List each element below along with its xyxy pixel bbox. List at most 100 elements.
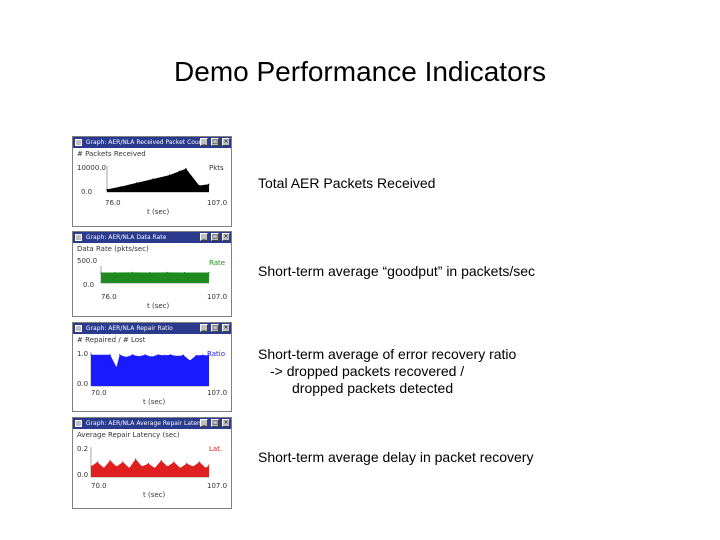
window-titlebar[interactable]: Graph: AER/NLA Received Packet Count _ □… [73,137,231,148]
y-min-label: 0.0 [77,380,89,388]
window-titlebar[interactable]: Graph: AER/NLA Data Rate _ □ × [73,232,231,243]
data-point [136,182,138,184]
data-point [186,462,188,465]
data-point [208,354,210,356]
graph-body: # Packets Received 10000.0 0.0 Pkts 76.0… [73,148,231,226]
maximize-icon[interactable]: □ [211,233,220,241]
y-max-label: 0.2 [77,445,89,453]
window-menu-icon[interactable] [75,420,82,427]
data-point [208,183,210,185]
data-point [138,355,140,357]
data-point [135,458,137,460]
data-point [106,188,108,190]
data-point [141,465,143,468]
data-point [178,170,180,172]
window-titlebar[interactable]: Graph: AER/NLA Repair Ratio _ □ × [73,323,231,334]
data-point [184,271,186,274]
description-repair-delay: Short-term average delay in packet recov… [258,449,533,466]
data-point [163,354,165,356]
close-icon[interactable]: × [222,138,230,146]
window-title: Graph: AER/NLA Received Packet Count [85,139,205,146]
x-min-label: 76.0 [105,199,121,207]
x-max-label: 107.0 [207,293,228,301]
data-point [131,271,133,273]
data-point [119,354,121,356]
series-label: Ratio [207,350,225,358]
data-point [122,461,124,463]
series-area-Rate [101,272,209,283]
data-point [90,354,92,356]
graph-window-repair-ratio[interactable]: Graph: AER/NLA Repair Ratio _ □ × # Repa… [72,322,232,412]
window-titlebar[interactable]: Graph: AER/NLA Average Repair Latency _ … [73,418,231,429]
graph-window-repair-latency[interactable]: Graph: AER/NLA Average Repair Latency _ … [72,417,232,509]
data-point [198,184,200,187]
data-point [151,356,153,358]
y-axis-title: Data Rate (pkts/sec) [77,245,149,253]
description-line: dropped packets detected [292,380,454,396]
x-max-label: 107.0 [207,482,228,490]
series-label: Rate [209,259,226,267]
plot-area [90,447,210,478]
data-point [115,465,118,468]
window-title: Graph: AER/NLA Average Repair Latency [85,420,208,427]
close-icon[interactable]: × [222,324,230,332]
y-max-label: 1.0 [77,350,89,358]
maximize-icon[interactable]: □ [211,324,220,332]
window-menu-icon[interactable] [75,234,82,241]
y-max-label: 500.0 [77,257,98,265]
x-min-label: 76.0 [101,293,117,301]
data-point [152,178,154,180]
data-point [149,271,151,274]
graph-window-data-rate[interactable]: Graph: AER/NLA Data Rate _ □ × Data Rate… [72,231,232,317]
plot-area [106,166,210,193]
x-min-label: 70.0 [91,482,107,490]
plot-area [100,266,210,284]
y-axis-title: # Repaired / # Lost [77,336,146,344]
data-point [182,354,185,356]
y-min-label: 0.0 [81,188,93,196]
maximize-icon[interactable]: □ [211,138,220,146]
maximize-icon[interactable]: □ [211,419,220,427]
description-line: Short-term average “goodput” in packets/… [258,263,536,279]
data-point [157,354,159,356]
graph-body: # Repaired / # Lost 1.0 0.0 Ratio 70.0 1… [73,334,231,411]
minimize-icon[interactable]: _ [200,233,209,241]
description-line: Total AER Packets Received [258,175,436,191]
data-point [189,359,191,362]
series-area-Ratio [91,354,209,386]
data-point [198,461,200,463]
data-point [160,459,162,462]
graph-body: Data Rate (pkts/sec) 500.0 0.0 Rate 76.0… [73,243,231,316]
data-point [202,354,204,356]
x-min-label: 70.0 [91,389,107,397]
data-point [168,174,171,176]
minimize-icon[interactable]: _ [200,419,209,427]
description-line: Short-term average delay in packet recov… [258,449,534,465]
x-axis-title: t (sec) [143,398,166,406]
data-point [131,354,134,356]
data-point [208,464,210,466]
description-line: Short-term average of error recovery rat… [258,346,517,362]
x-axis-title: t (sec) [147,302,170,310]
data-point [185,168,187,170]
y-min-label: 0.0 [83,281,95,289]
data-point [208,271,210,274]
data-point [166,465,169,468]
window-menu-icon[interactable] [75,139,82,146]
minimize-icon[interactable]: _ [200,324,209,332]
window-menu-icon[interactable] [75,325,82,332]
data-point [154,467,156,469]
window-title: Graph: AER/NLA Repair Ratio [85,325,173,332]
series-area-Lat. [91,459,209,477]
minimize-icon[interactable]: _ [200,138,209,146]
description-recovery-ratio: Short-term average of error recovery rat… [258,346,516,397]
data-point [109,459,111,462]
x-axis-title: t (sec) [143,491,166,499]
close-icon[interactable]: × [222,419,230,427]
graph-body: Average Repair Latency (sec) 0.2 0.0 Lat… [73,429,231,508]
graph-window-packets-received[interactable]: Graph: AER/NLA Received Packet Count _ □… [72,136,232,227]
y-max-label: 10000.0 [77,164,106,172]
close-icon[interactable]: × [222,233,230,241]
x-max-label: 107.0 [207,199,228,207]
data-point [100,271,102,274]
